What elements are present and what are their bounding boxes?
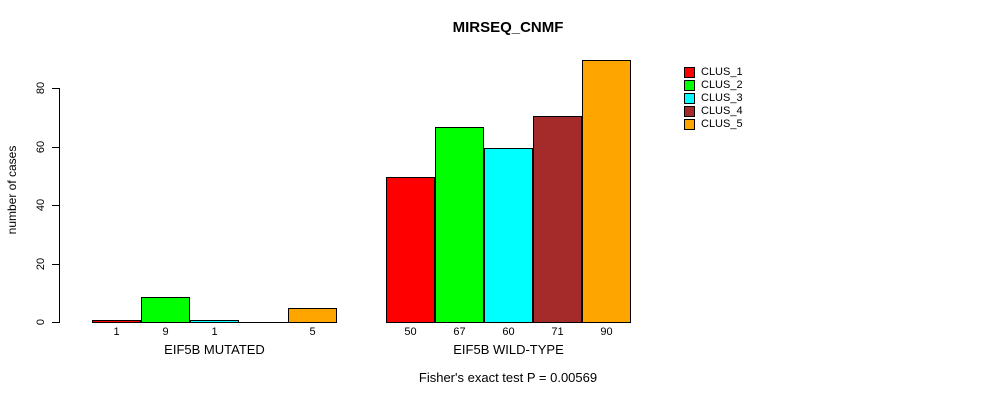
bar — [288, 308, 337, 323]
bar-value-label: 71 — [551, 326, 564, 338]
y-tick-label: 0 — [35, 318, 47, 326]
y-tick-label: 60 — [35, 140, 47, 154]
legend-item: CLUS_2 — [684, 79, 743, 92]
legend-item: CLUS_3 — [684, 92, 743, 105]
bar — [141, 297, 190, 323]
bar — [386, 177, 435, 323]
y-tick-label: 20 — [35, 257, 47, 271]
bar — [92, 320, 141, 323]
legend-item: CLUS_1 — [684, 66, 743, 79]
legend-item: CLUS_5 — [684, 118, 743, 131]
bar — [484, 148, 533, 323]
bar-value-label: 90 — [600, 326, 613, 338]
group-label: EIF5B WILD-TYPE — [453, 342, 564, 357]
bar-value-label: 67 — [453, 326, 466, 338]
y-tick-mark — [52, 264, 59, 265]
legend-swatch — [684, 93, 695, 104]
legend-swatch — [684, 67, 695, 78]
y-axis-title: number of cases — [5, 145, 19, 235]
legend-label: CLUS_3 — [701, 92, 743, 104]
legend-label: CLUS_4 — [701, 105, 743, 117]
y-tick-mark — [52, 88, 59, 89]
y-tick-label: 40 — [35, 198, 47, 212]
legend: CLUS_1 CLUS_2 CLUS_3 CLUS_4 CLUS_5 — [684, 66, 743, 131]
legend-item: CLUS_4 — [684, 105, 743, 118]
chart-title: MIRSEQ_CNMF — [452, 19, 564, 36]
bar-value-label: 1 — [113, 326, 120, 338]
legend-swatch — [684, 119, 695, 130]
stat-annotation: Fisher's exact test P = 0.00569 — [418, 370, 598, 385]
bar — [435, 127, 484, 323]
legend-swatch — [684, 106, 695, 117]
bar-value-label: 1 — [211, 326, 218, 338]
bar-value-label: 9 — [162, 326, 169, 338]
legend-swatch — [684, 80, 695, 91]
bar — [190, 320, 239, 323]
bar-value-label: 60 — [502, 326, 515, 338]
legend-label: CLUS_2 — [701, 79, 743, 91]
legend-label: CLUS_1 — [701, 66, 743, 78]
y-tick-mark — [52, 147, 59, 148]
bar-value-label: 5 — [309, 326, 316, 338]
legend-label: CLUS_5 — [701, 118, 743, 130]
y-tick-mark — [52, 205, 59, 206]
y-axis — [59, 88, 60, 323]
bar — [533, 116, 582, 323]
bar — [582, 60, 631, 323]
bar-value-label: 50 — [404, 326, 417, 338]
y-tick-mark — [52, 322, 59, 323]
y-tick-label: 80 — [35, 81, 47, 95]
group-label: EIF5B MUTATED — [164, 342, 265, 357]
